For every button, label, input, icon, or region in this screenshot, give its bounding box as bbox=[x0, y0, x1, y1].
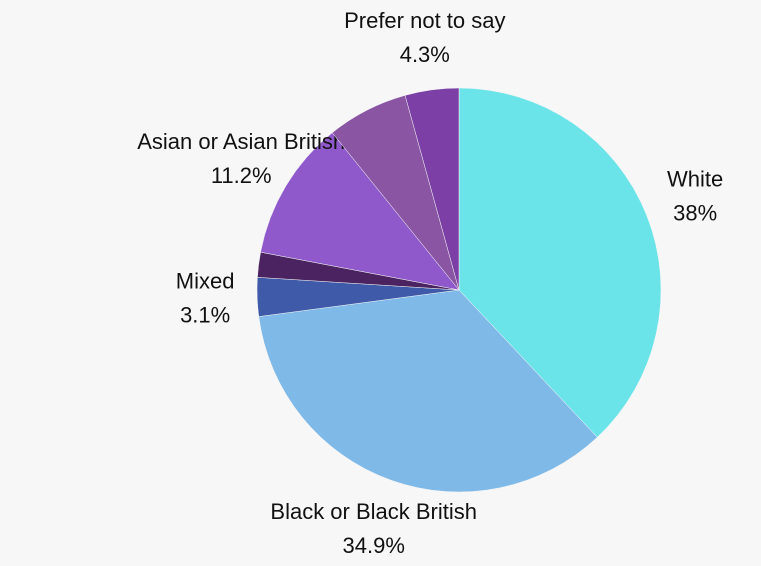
pie-slice bbox=[258, 289, 598, 493]
slice-label: Prefer not to say bbox=[344, 8, 505, 33]
value-label: 11.2% bbox=[211, 163, 272, 188]
value-label: 3.1% bbox=[180, 303, 230, 328]
value-label: 34.9% bbox=[343, 533, 405, 558]
value-label: 38% bbox=[673, 200, 717, 225]
pie-slice bbox=[458, 87, 662, 438]
slice-label: Mixed bbox=[176, 269, 235, 294]
pie-slice bbox=[260, 132, 460, 291]
slice-label: Asian or Asian British bbox=[137, 129, 345, 154]
value-label: 4.3% bbox=[400, 42, 450, 67]
pie-slice bbox=[404, 87, 460, 291]
slice-label: White bbox=[667, 166, 723, 191]
slice-label: Black or Black British bbox=[270, 499, 477, 524]
